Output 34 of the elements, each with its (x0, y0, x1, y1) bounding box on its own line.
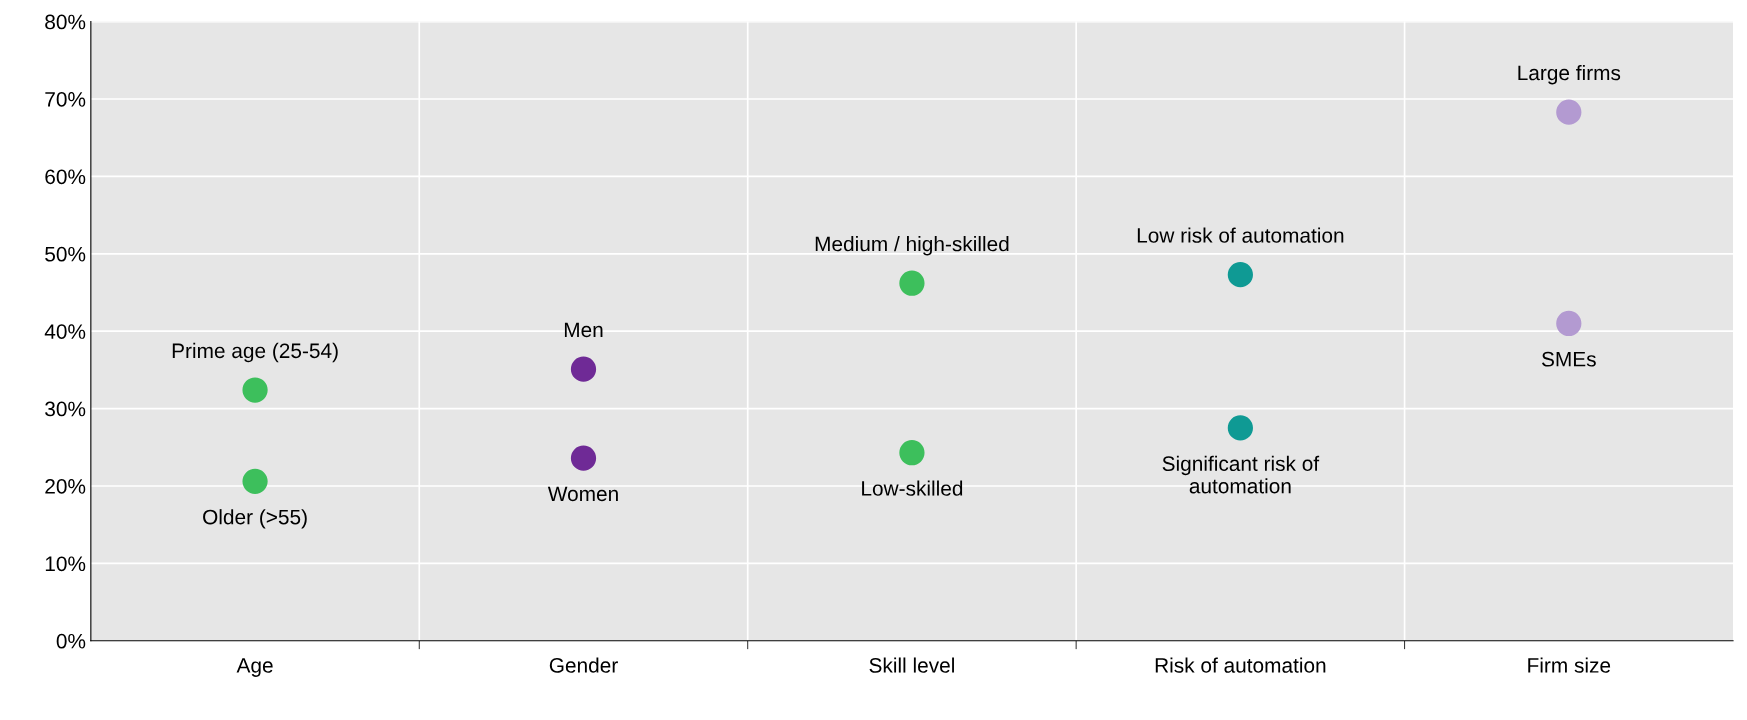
point (1227, 415, 1253, 441)
annotation: Low-skilled (862, 480, 963, 496)
y-tick-label: 70% (45, 92, 86, 107)
y-tick-label: 60% (45, 169, 86, 185)
x-tick-label: Risk of automation (1155, 657, 1326, 673)
y-tick-label: 80% (45, 14, 86, 30)
x-tick-label: Gender (549, 657, 618, 673)
annotation: Significant risk of automation (1162, 455, 1320, 494)
x-tick-label: Age (236, 658, 273, 677)
annotation: Men (564, 322, 603, 338)
y-tick-label: 20% (45, 479, 86, 494)
point (1556, 310, 1582, 337)
y-tick-label: 30% (45, 401, 86, 417)
annotation: Older (>55) (203, 509, 307, 529)
annotation: Prime age (25-54) (172, 342, 338, 363)
y-tick-label: 50% (45, 246, 86, 262)
annotation: Large firms (1518, 64, 1621, 85)
annotation: Medium / high-skilled (815, 236, 1009, 256)
x-tick-label: Skill level (869, 657, 954, 673)
y-tick-label: 0% (56, 633, 86, 649)
point (570, 356, 597, 382)
point (899, 440, 925, 466)
annotation: Women (547, 486, 618, 502)
point (899, 270, 925, 296)
y-tick-label: 10% (45, 556, 86, 572)
point (242, 377, 268, 403)
y-tick-label: 40% (44, 324, 86, 339)
point (1556, 99, 1582, 125)
annotation: Low risk of automation (1137, 227, 1344, 243)
point (1227, 262, 1253, 288)
point (570, 445, 597, 471)
x-tick-label: Firm size (1528, 657, 1611, 673)
annotation: SMEs (1541, 351, 1596, 367)
point (242, 468, 268, 494)
